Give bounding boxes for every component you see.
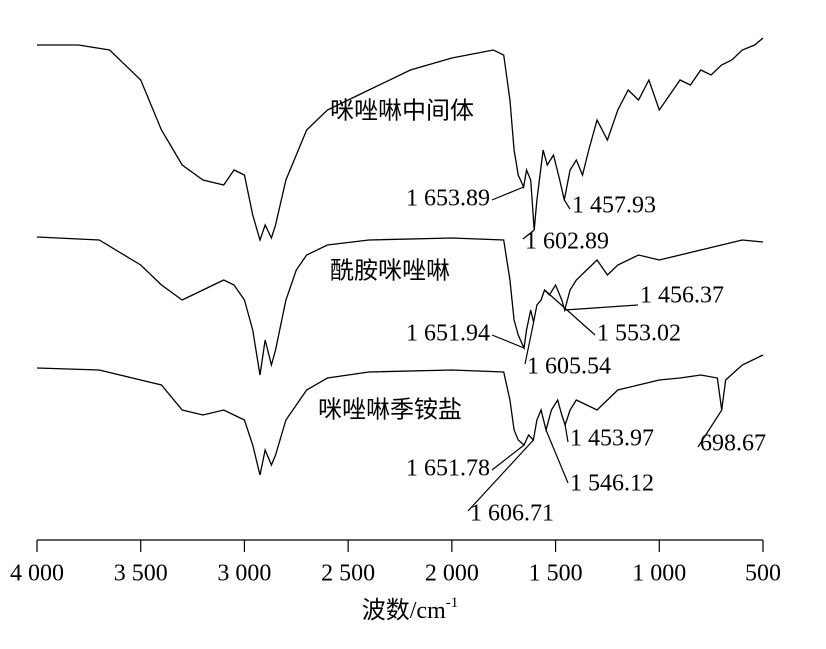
- spectrum-line: [37, 37, 764, 243]
- x-tick-label: 3 000: [217, 561, 271, 587]
- peak-leader: [697, 409, 723, 448]
- peak-leader: [563, 199, 571, 210]
- series-label: 酰胺咪唑啉: [330, 258, 450, 285]
- peak-leader: [524, 321, 535, 365]
- series-label: 咪唑啉季铵盐: [318, 397, 462, 424]
- peak-leader: [491, 186, 524, 201]
- peak-label: 1 653.89: [406, 186, 490, 212]
- peak-leader: [545, 429, 569, 484]
- peak-label: 1 606.71: [470, 501, 554, 527]
- x-axis-label-text: 波数/cm: [362, 597, 446, 624]
- x-tick-label: 1 500: [529, 561, 583, 587]
- x-tick-label: 500: [745, 561, 781, 587]
- x-tick-label: 4 000: [10, 561, 64, 587]
- x-tick-label: 2 000: [425, 561, 479, 587]
- spectrum-line: [36, 236, 764, 376]
- peak-leader: [564, 424, 569, 443]
- peak-leader: [467, 439, 534, 512]
- spectrum-line: [36, 354, 764, 476]
- peak-leader: [491, 444, 525, 471]
- peak-label: 1 651.78: [406, 456, 490, 482]
- peak-leader: [522, 229, 535, 240]
- peak-label: 1 456.37: [640, 283, 724, 309]
- peak-leader: [544, 289, 596, 336]
- peak-label: 698.67: [700, 431, 766, 457]
- x-tick-label: 3 500: [114, 561, 168, 587]
- peak-label: 1 457.93: [572, 193, 656, 219]
- x-tick-label: 1 000: [632, 561, 686, 587]
- peak-leader: [564, 304, 639, 311]
- peak-label: 1 651.94: [406, 321, 490, 347]
- peak-label: 1 553.02: [597, 321, 681, 347]
- peak-label: 1 453.97: [570, 426, 654, 452]
- peak-label: 1 546.12: [570, 471, 654, 497]
- x-axis-label: 波数/cm-1: [362, 595, 459, 623]
- peak-leader: [491, 334, 525, 349]
- x-axis-label-sup: -1: [446, 595, 459, 611]
- x-tick-label: 2 500: [321, 561, 375, 587]
- series-label: 咪唑啉中间体: [330, 98, 474, 125]
- peak-label: 1 605.54: [527, 354, 611, 380]
- peak-label: 1 602.89: [525, 229, 609, 255]
